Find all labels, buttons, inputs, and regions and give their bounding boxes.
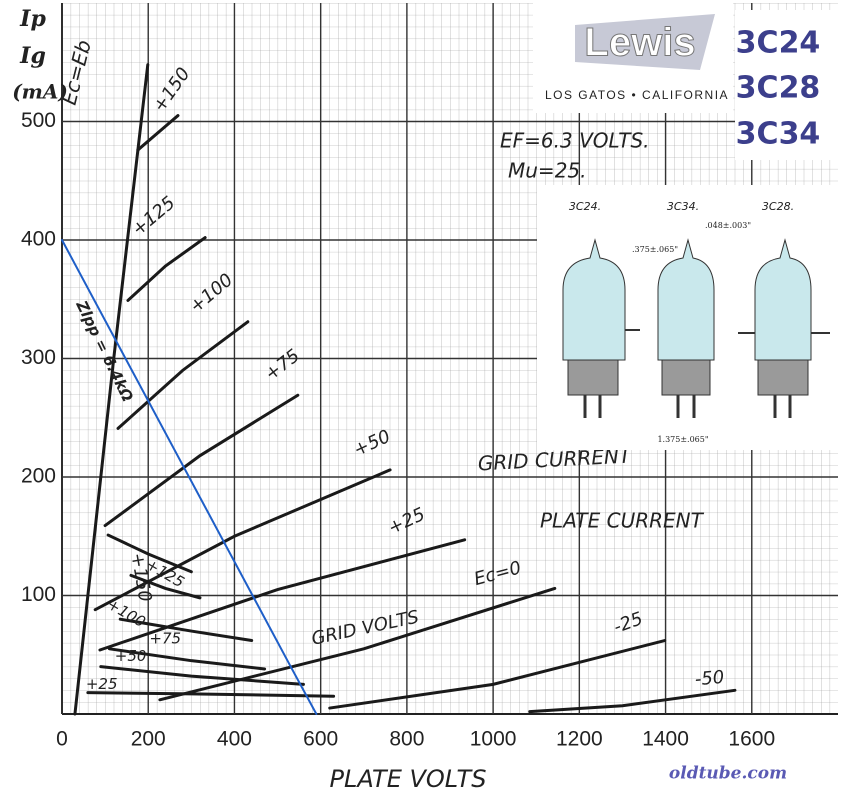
tube-label: 3C28. — [762, 200, 794, 213]
watermark: oldtube.com — [669, 764, 787, 784]
x-tick-label: 200 — [131, 728, 166, 751]
series-line — [93, 468, 392, 612]
series-line — [126, 236, 207, 302]
dimension: .375±.065" — [632, 245, 678, 254]
annotation: PLATE CURRENT — [540, 509, 705, 533]
y-tick-label: 300 — [21, 346, 56, 369]
tube-bulb — [562, 238, 626, 361]
series-line — [61, 239, 318, 715]
series-line — [99, 665, 305, 686]
series-label: +25 — [86, 675, 118, 693]
series-label: +50 — [115, 647, 147, 665]
series-line — [158, 586, 557, 702]
model: 3C28 — [736, 71, 821, 106]
x-tick-label: 1400 — [642, 728, 689, 751]
series-line — [116, 320, 250, 430]
series-line — [86, 691, 336, 698]
logo: Lewis — [584, 21, 695, 65]
tube-label: 3C34. — [667, 200, 699, 213]
series-line — [528, 688, 737, 714]
annotation: Mu=25. — [508, 159, 587, 183]
y-tick-label: 100 — [21, 583, 56, 606]
tube-leads — [625, 329, 830, 334]
tube-bulb — [657, 238, 715, 361]
tube-pins — [583, 395, 792, 418]
y-tick-label: 400 — [21, 228, 56, 251]
tube-label: 3C24. — [569, 200, 601, 213]
series-line — [107, 647, 267, 671]
y-tick-label: 500 — [21, 109, 56, 132]
y-label: Ig — [19, 43, 46, 69]
series-line — [129, 573, 202, 600]
model: 3C24 — [736, 26, 821, 61]
series-line — [103, 393, 300, 528]
x-tick-label: 0 — [56, 728, 68, 751]
series-line — [106, 533, 193, 574]
dimension: .048±.003" — [705, 221, 751, 230]
model-panel — [735, 10, 840, 160]
tube-base — [567, 359, 619, 396]
x-tick-label: 400 — [217, 728, 252, 751]
y-label: (mA) — [12, 80, 68, 104]
x-tick-label: 800 — [389, 728, 424, 751]
model: 3C34 — [736, 117, 821, 152]
x-axis-title: PLATE VOLTS — [330, 765, 487, 793]
series-line — [136, 114, 180, 152]
x-tick-label: 1000 — [470, 728, 517, 751]
dimension: 1.375±.065" — [657, 435, 708, 444]
series-line — [328, 639, 667, 710]
x-tick-label: 600 — [303, 728, 338, 751]
logo-shape — [575, 14, 715, 70]
series-label: -50 — [694, 667, 725, 690]
x-tick-label: 1200 — [556, 728, 603, 751]
y-label: Ip — [19, 6, 46, 32]
location: LOS GATOS • CALIFORNIA — [545, 88, 729, 102]
tube-drawing: 3C24. 3C34. 3C28. .375±.065" .048±.003" … — [537, 185, 840, 450]
series-line — [118, 617, 254, 643]
series-label: +75 — [149, 629, 181, 647]
series-line — [98, 538, 467, 652]
tube-base — [757, 359, 809, 396]
tube-bulb — [754, 238, 812, 361]
y-tick-label: 200 — [21, 465, 56, 488]
tube-base — [661, 359, 711, 396]
series-line — [73, 63, 150, 716]
x-tick-label: 1600 — [728, 728, 775, 751]
annotation: EF=6.3 VOLTS. — [500, 129, 650, 153]
